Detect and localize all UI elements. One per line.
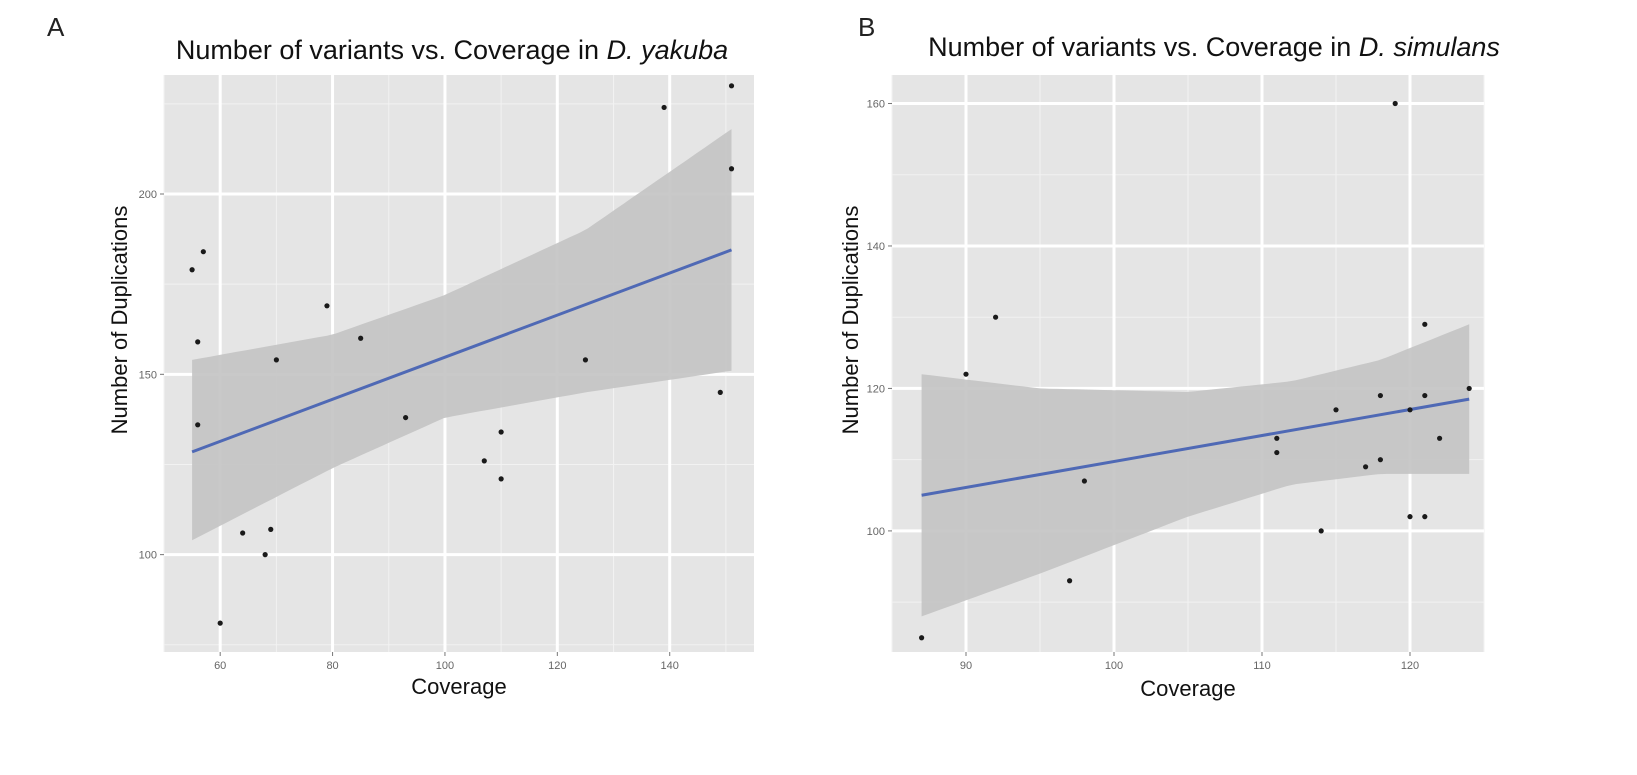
data-point — [582, 357, 589, 363]
data-point — [1377, 457, 1383, 463]
data-point — [1437, 435, 1443, 441]
y-tick-label: 160 — [867, 98, 885, 110]
x-axis-title-a: Coverage — [411, 674, 506, 699]
data-point — [1274, 435, 1280, 441]
chart-title-a-plain: Number of variants vs. Coverage in — [176, 35, 599, 65]
data-point — [963, 371, 969, 377]
x-tick-label: 100 — [436, 660, 454, 672]
points-a — [189, 83, 735, 626]
x-tick-label: 90 — [960, 660, 972, 672]
x-tick-label: 110 — [1253, 660, 1271, 672]
x-tick-label: 100 — [1105, 660, 1123, 672]
data-point — [1318, 528, 1324, 534]
data-point — [268, 526, 274, 532]
x-tick-label: 120 — [548, 660, 566, 672]
x-tick-label: 120 — [1401, 660, 1419, 672]
data-point — [1274, 449, 1280, 456]
data-point — [1407, 514, 1413, 520]
data-point — [919, 635, 925, 641]
data-point — [1067, 578, 1073, 584]
data-point — [1392, 100, 1398, 107]
data-point — [217, 620, 223, 626]
data-point — [200, 249, 206, 255]
data-point — [498, 476, 504, 482]
data-point — [240, 530, 246, 536]
y-ticks-a: 100 150 200 — [139, 189, 164, 562]
x-tick-label: 140 — [661, 660, 679, 672]
chart-title-a: Number of variants vs. Coverage in D. ya… — [176, 35, 728, 65]
data-point — [189, 267, 195, 273]
y-tick-label: 200 — [139, 189, 157, 201]
panel-label-a: A — [47, 12, 65, 42]
x-ticks-a: 60 80 100 120 140 — [214, 652, 679, 672]
panel-a: A Number of variants vs. Coverage in D. … — [47, 12, 754, 699]
confidence-band-b — [921, 324, 1470, 617]
panel-label-b: B — [858, 12, 875, 42]
data-point — [1422, 514, 1428, 520]
data-point — [1377, 392, 1383, 399]
y-tick-label: 140 — [867, 241, 885, 253]
chart-title-a-species: D. yakuba — [607, 35, 729, 65]
regression-line-b — [921, 397, 1470, 497]
points-b — [919, 100, 1472, 641]
y-axis-title-b: Number of Duplications — [838, 206, 863, 435]
data-point — [1081, 478, 1087, 484]
y-ticks-b: 100 120 140 160 — [867, 98, 892, 538]
x-tick-label: 80 — [326, 660, 338, 672]
data-point — [481, 458, 487, 464]
chart-title-b-plain: Number of variants vs. Coverage in — [928, 32, 1351, 62]
panel-b: B Number of variants vs. Coverage in D. … — [838, 12, 1500, 701]
x-tick-label: 60 — [214, 660, 226, 672]
data-point — [728, 166, 735, 172]
y-axis-title-a: Number of Duplications — [107, 206, 132, 435]
data-point — [273, 357, 279, 363]
data-point — [1422, 392, 1428, 399]
data-point — [1466, 385, 1472, 392]
confidence-band-a — [192, 129, 732, 541]
data-point — [1363, 464, 1369, 470]
data-point — [195, 422, 201, 428]
data-point — [717, 389, 723, 395]
x-axis-title-b: Coverage — [1140, 676, 1235, 701]
data-point — [993, 314, 999, 320]
data-point — [262, 552, 268, 558]
data-point — [195, 339, 201, 345]
y-tick-label: 100 — [867, 526, 885, 538]
chart-title-b-species: D. simulans — [1359, 32, 1500, 62]
data-point — [728, 83, 735, 89]
data-point — [661, 104, 667, 111]
chart-title-b: Number of variants vs. Coverage in D. si… — [928, 32, 1500, 62]
data-point — [358, 335, 364, 341]
data-point — [324, 303, 330, 309]
data-point — [1422, 321, 1428, 327]
regression-line-a — [191, 248, 733, 454]
data-point — [1407, 407, 1413, 413]
y-tick-label: 150 — [139, 369, 157, 381]
data-point — [498, 429, 504, 435]
y-tick-label: 120 — [867, 383, 885, 395]
data-point — [1333, 407, 1339, 413]
y-tick-label: 100 — [139, 550, 157, 562]
data-point — [403, 414, 409, 421]
x-ticks-b: 90 100 110 120 — [960, 652, 1419, 672]
